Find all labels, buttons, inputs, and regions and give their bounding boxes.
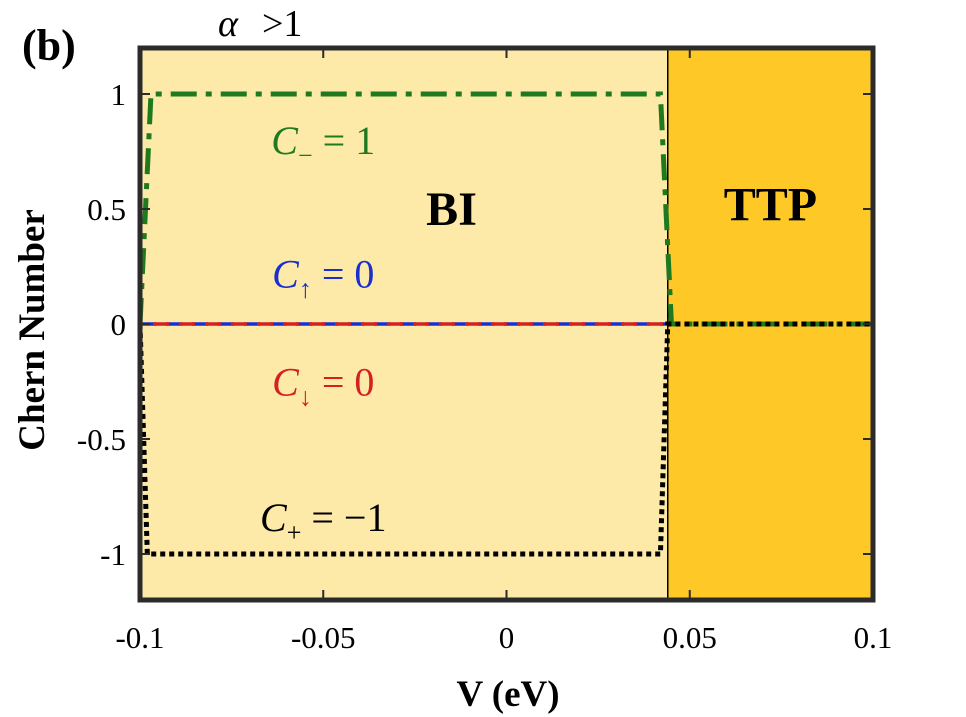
- y-tick-label: 0: [111, 307, 127, 342]
- x-tick-label: 0.1: [854, 620, 893, 655]
- y-axis-label: Chern Number: [12, 209, 53, 451]
- series-label-1: C↑ = 0: [272, 251, 374, 303]
- x-tick-label: -0.05: [291, 620, 356, 655]
- panel-label: (b): [22, 21, 76, 70]
- y-tick-label: 0.5: [87, 192, 126, 227]
- region-label-ttp: TTP: [724, 178, 817, 231]
- y-tick-label: -0.5: [77, 422, 126, 457]
- x-tick-label: 0: [499, 620, 515, 655]
- region-label-bi: BI: [426, 183, 477, 236]
- condition-label: α >1: [218, 3, 302, 45]
- x-axis-ticks: -0.1 -0.05 0 0.05 0.1: [115, 48, 892, 655]
- y-tick-label: -1: [100, 537, 126, 572]
- series-lines: [137, 91, 873, 557]
- series-line-3: [137, 321, 873, 557]
- y-axis-ticks: 1 0.5 0 -0.5 -1: [77, 77, 873, 572]
- series-label-3: C+ = −1: [260, 495, 386, 547]
- series-label-2: C↓ = 0: [272, 360, 374, 412]
- series-labels: BI TTP C− = 1 C↑ = 0 C↓ = 0 C+ = −1: [260, 118, 817, 547]
- condition-text: >1: [262, 3, 302, 45]
- series-label-0: C− = 1: [271, 118, 375, 170]
- x-tick-label: -0.1: [115, 620, 164, 655]
- condition-symbol: α: [218, 3, 239, 45]
- x-tick-label: 0.05: [663, 620, 717, 655]
- y-tick-label: 1: [111, 77, 127, 112]
- x-axis-label: V (eV): [456, 674, 559, 715]
